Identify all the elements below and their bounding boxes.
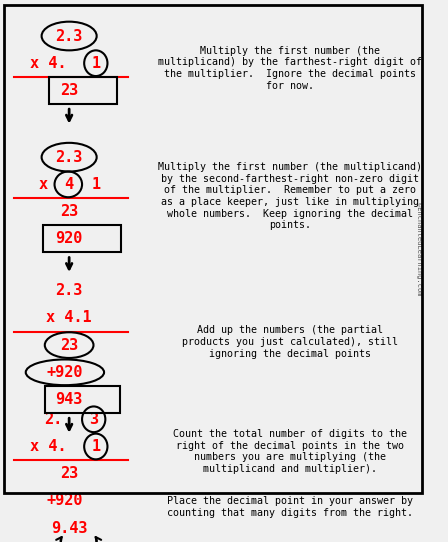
Text: 2.3: 2.3 xyxy=(56,150,83,165)
Text: x 4.: x 4. xyxy=(30,56,66,70)
Text: x 4.: x 4. xyxy=(30,439,66,454)
Text: 23: 23 xyxy=(60,466,78,481)
Text: 943: 943 xyxy=(56,392,83,407)
Text: +920: +920 xyxy=(47,493,83,508)
Text: 1: 1 xyxy=(91,177,100,192)
Text: Multiply the first number (the
multiplicand) by the farthest-right digit of
the : Multiply the first number (the multiplic… xyxy=(159,46,422,91)
Text: 23: 23 xyxy=(60,338,78,353)
Text: 23: 23 xyxy=(60,204,78,219)
Text: 2.: 2. xyxy=(44,412,62,427)
Text: Count the total number of digits to the
right of the decimal points in the two
n: Count the total number of digits to the … xyxy=(173,429,407,474)
Text: 2.3: 2.3 xyxy=(56,29,83,43)
Text: x 4.1: x 4.1 xyxy=(46,311,92,325)
Text: 920: 920 xyxy=(56,231,83,246)
Text: 1: 1 xyxy=(91,56,100,70)
Text: 4: 4 xyxy=(64,177,73,192)
Text: 2.3: 2.3 xyxy=(56,283,83,298)
Text: ©EnchantedLearning.com: ©EnchantedLearning.com xyxy=(416,202,422,295)
Text: 23: 23 xyxy=(60,83,78,98)
Text: 9.43: 9.43 xyxy=(51,521,87,535)
Text: 1: 1 xyxy=(91,439,100,454)
Text: Place the decimal point in your answer by
counting that many digits from the rig: Place the decimal point in your answer b… xyxy=(168,496,414,518)
Text: x: x xyxy=(39,177,57,192)
Text: Add up the numbers (the partial
products you just calculated), still
ignoring th: Add up the numbers (the partial products… xyxy=(182,325,398,358)
Text: Multiply the first number (the multiplicand)
by the second-farthest-right non-ze: Multiply the first number (the multiplic… xyxy=(159,162,422,230)
Text: +920: +920 xyxy=(47,365,83,380)
Text: 3: 3 xyxy=(89,412,98,427)
